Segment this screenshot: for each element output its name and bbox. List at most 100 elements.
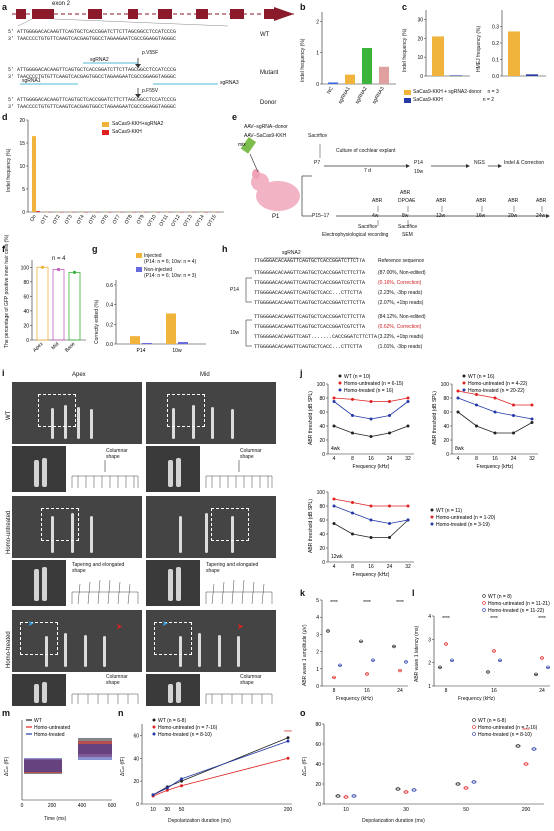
columnar-label: Columnar shape	[106, 448, 128, 460]
o-y-tick-label: 0	[318, 802, 321, 808]
k-xlabel: Frequency (kHz)	[336, 696, 373, 702]
h-brackets	[245, 257, 358, 347]
j-4wk-y-tick-label: 40	[319, 424, 325, 430]
sgrna1-label: sgRNA1	[22, 78, 41, 84]
c-left-y-tick-label: 0	[420, 74, 423, 80]
panel-n: ΔCₘ (fF) Depolarization duration (ms) 0 2…	[120, 712, 300, 828]
e-culture: Culture of cochlear explant	[336, 148, 396, 154]
j-8wk-tag: 8wk	[455, 446, 464, 452]
k-y-tick-label: 3	[316, 632, 319, 638]
legend-label: SaCas9-KKH	[112, 129, 142, 135]
h-note-row: (2.07%, +1bp reads)	[378, 300, 424, 306]
j-8wk-legend-marker	[462, 381, 466, 385]
e-aav2: AAV–SaCas9-KKH	[244, 133, 287, 139]
f-y-tick-label: 0	[26, 338, 29, 344]
e-abr-24w: ABR	[536, 198, 547, 204]
m-ylabel: ΔCₘ (fF)	[4, 756, 10, 776]
panel-j: 0 20 40 60 80 100 ABR threshold (dB SPL) Freque…	[302, 368, 554, 586]
tapering-label: Tapering and elongated shape	[72, 562, 125, 574]
f-bar	[68, 271, 81, 341]
sem-treated-mid-zoom	[146, 674, 200, 706]
k-x-tick-label: 8	[333, 688, 336, 694]
schematic-wt-mid: Columnar shape	[202, 446, 276, 492]
c-left-y-tick-label: 20	[417, 36, 423, 42]
j-8wk-y-tick-label: 20	[443, 438, 449, 444]
d-bar-sacas9-sgrna2	[32, 136, 36, 212]
j-12wk-y-tick-label: 20	[319, 546, 325, 552]
j-12wk-y-tick-label: 0	[322, 560, 325, 566]
sem-wt-apex-zoom	[12, 446, 66, 492]
panel-i: Apex Mid WT Homo-untreated Homo-treated …	[0, 368, 300, 706]
l-ylabel: ABR wave 1 latency (ms)	[414, 625, 420, 682]
j-12wk-x-tick-label: 24	[387, 564, 393, 570]
j-12wk-y-tick-label: 80	[319, 504, 325, 510]
e-sacrifice1: Sacrifice	[308, 133, 328, 139]
l-stars: ****	[442, 616, 450, 622]
panel-m: ΔCₘ (fF) Time (ms) 0 200 400 600 WT Homo-untr…	[4, 712, 116, 828]
k-y-tick-label: 5	[316, 598, 319, 604]
k-stars: ****	[363, 600, 371, 606]
j-4wk-legend-marker	[338, 388, 342, 392]
schematic-untreated-mid: Tapering and elongated shape	[202, 560, 276, 606]
arrow-blue-icon: ➤	[161, 618, 169, 628]
i-apex-label: Apex	[72, 372, 86, 378]
f-y-tick-label: 60	[23, 294, 29, 300]
e-timeline	[240, 136, 550, 226]
schematic-wt-apex: Columnar shape	[68, 446, 142, 492]
panel-letter-n: n	[118, 708, 124, 718]
n-legend-marker	[152, 725, 156, 729]
d-x-tick-label: OT3	[64, 214, 74, 226]
o-stars: ****	[522, 728, 530, 734]
l-legend-marker	[482, 608, 486, 612]
legend-swatch	[136, 253, 142, 258]
f-point	[40, 265, 45, 269]
e-p1: P1	[272, 214, 280, 220]
panel-letter-o: o	[300, 708, 306, 718]
f-y-tick-label: 100	[21, 265, 30, 271]
schematic-treated-apex: Columnar shape	[68, 674, 142, 706]
k-stars: ****	[330, 600, 338, 606]
j-12wk-x-tick-label: 8	[351, 564, 354, 570]
f-y-tick-label: 20	[23, 323, 29, 329]
g-chart: 0.0 0.2 0.4 0.6 P14 10w	[106, 280, 206, 354]
legend-label: SaCas9-KKH+sgRNA2	[112, 121, 164, 127]
panel-letter-d: d	[2, 112, 8, 122]
c-right-y-tick-label: 0.3	[492, 25, 499, 31]
n-y-tick-label: 40	[133, 756, 139, 762]
o-x-tick-label: 30	[403, 807, 409, 813]
k-y-tick-label: 2	[316, 650, 319, 656]
n-legend-label: Homo-untreated (n = 7-16)	[158, 725, 218, 731]
m-legend-label: WT	[34, 718, 42, 724]
sem-treated-mid: ➤ ➤	[146, 610, 276, 672]
arrow-red-icon: ➤	[237, 622, 244, 632]
l-legend-label: WT (n = 8)	[488, 594, 512, 600]
b-bar	[362, 48, 372, 84]
n-ylabel: ΔCₘ (fF)	[120, 756, 126, 776]
j-4wk-legend-marker	[338, 381, 342, 385]
legend-swatch	[102, 121, 109, 127]
sgrna3-label: sgRNA3	[220, 80, 239, 86]
sem-treated-apex: ➤ ➤	[12, 610, 142, 672]
d-y-tick-label: 10	[19, 164, 25, 170]
h-seq-row: TTGGGGACACAAGTTCAGTGCTCACCGGATCTTCTTA	[254, 314, 366, 320]
d-legend: SaCas9-KKH+sgRNA2 SaCas9-KKH	[102, 120, 163, 136]
c-ylabel1: Indel frequency (%)	[402, 28, 408, 72]
o-legend-label: Homo-treated (n = 8-10)	[478, 732, 532, 738]
f-chart: 0 20 40 60 80 100 Apex Mid Base	[21, 260, 86, 353]
b-bar	[345, 74, 355, 84]
d-y-tick-label: 15	[19, 141, 25, 147]
j-12wk-x-tick-label: 32	[405, 564, 411, 570]
j-8wk-legend-label: Homo-treated (n = 20-22)	[468, 388, 525, 394]
j-4wk-x-tick-label: 8	[351, 456, 354, 462]
arrow-red-icon: ➤	[116, 622, 123, 632]
d-x-tick-label: OT4	[76, 214, 86, 226]
o-y-tick-label: 20	[315, 782, 321, 788]
l-x-tick-label: 24	[539, 688, 545, 694]
o-legend-marker	[472, 725, 476, 729]
panel-a: exon 2 5' ATTGGGGACACAAGTTCAGTGCTCACCGGA…	[8, 1, 298, 110]
panel-letter-h: h	[222, 244, 228, 254]
panel-letter-l: l	[412, 588, 415, 598]
d-x-tick-label: OT1	[40, 214, 50, 226]
e-p1517: P15–17	[312, 213, 330, 219]
